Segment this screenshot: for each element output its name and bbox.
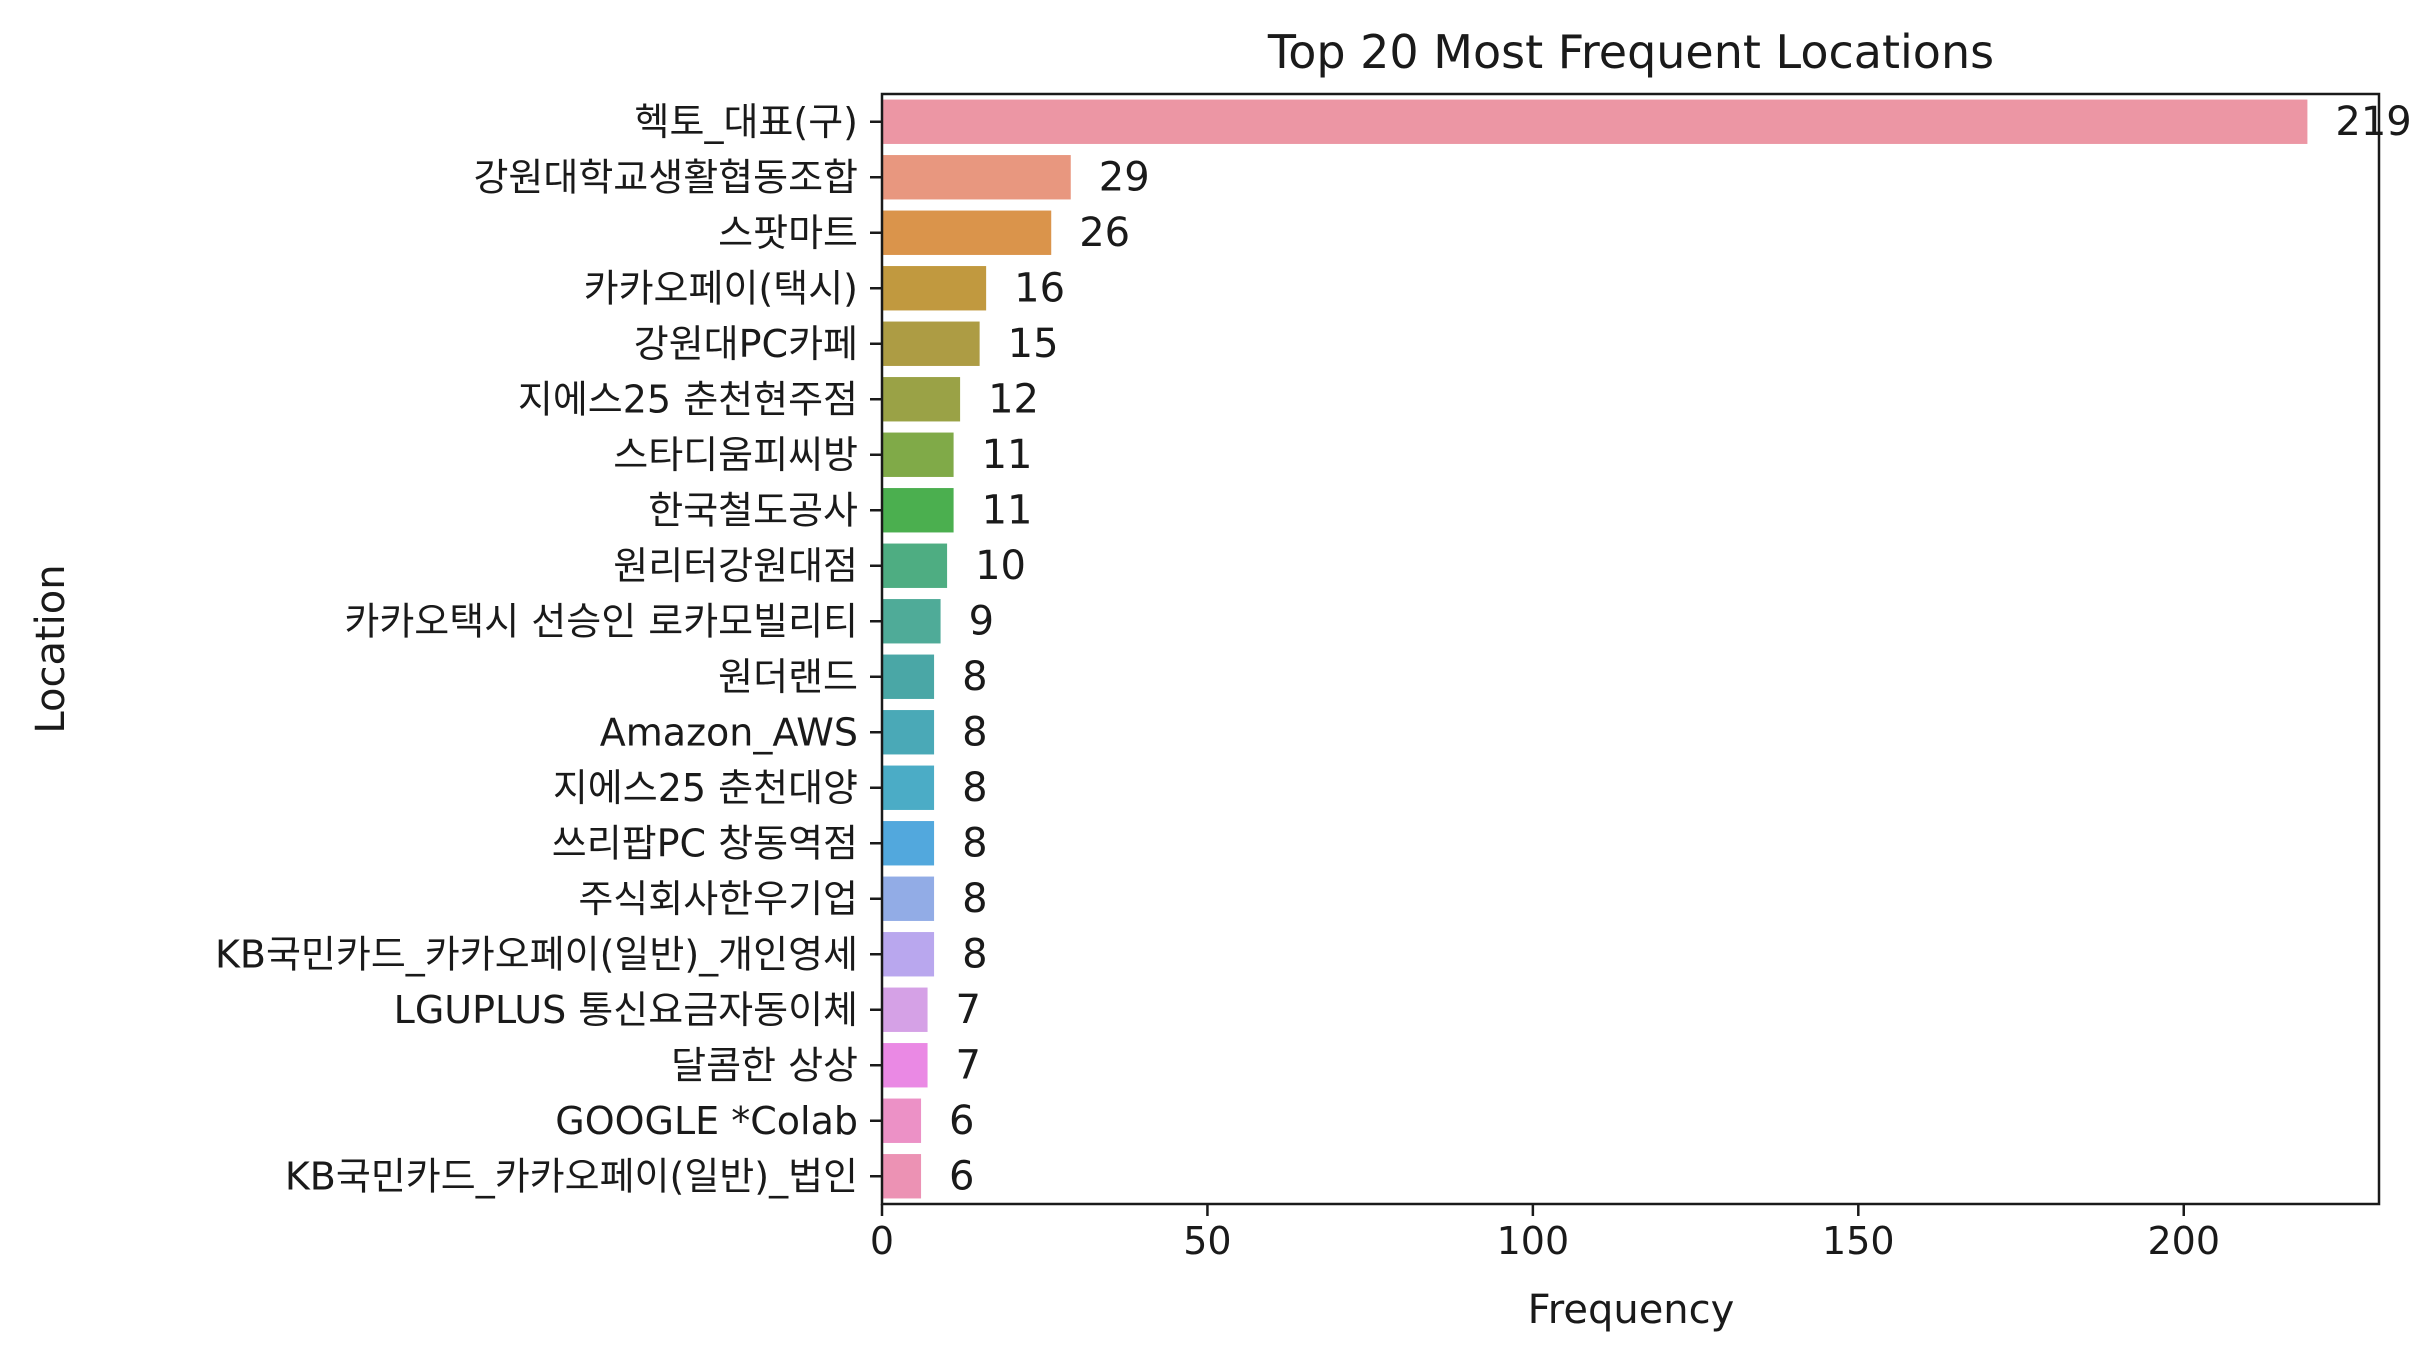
bar-value-label: 15: [1008, 321, 1059, 367]
bar-value-label: 9: [969, 598, 994, 644]
bar: [882, 543, 948, 588]
category-label: 주식회사한우기업: [578, 877, 858, 921]
category-label: 쓰리팝PC 창동역점: [552, 821, 858, 865]
bar: [882, 1043, 928, 1088]
category-label: 카카오페이(택시): [584, 266, 858, 310]
category-label: 헥토_대표(구): [635, 100, 858, 144]
category-label: GOOGLE *Colab: [555, 1099, 858, 1143]
bar-value-label: 26: [1079, 210, 1130, 256]
x-axis: 0 50 100 150 200: [870, 1204, 2220, 1263]
bar-value-label: 7: [956, 987, 981, 1033]
category-label: 강원대학교생활협동조합: [473, 155, 858, 199]
bar: [882, 321, 980, 366]
bar-value-label: 8: [962, 709, 987, 755]
bar: [882, 155, 1071, 200]
bar: [882, 987, 928, 1032]
category-label: 카카오택시 선승인 로카모빌리티: [344, 599, 858, 643]
x-tick-label: 0: [870, 1219, 894, 1263]
bar: [882, 821, 935, 866]
bar-value-label: 8: [962, 765, 987, 811]
bar: [882, 765, 935, 810]
x-tick-label: 200: [2147, 1219, 2220, 1263]
bar: [882, 488, 954, 533]
category-label: 지에스25 춘천대양: [553, 766, 858, 810]
bar: [882, 1098, 922, 1143]
bar-value-label: 8: [962, 820, 987, 866]
category-label: 원더랜드: [718, 655, 858, 699]
bar: [882, 210, 1052, 255]
x-tick-label: 150: [1822, 1219, 1895, 1263]
plot-frame: [880, 92, 2381, 1206]
category-label: 한국철도공사: [648, 488, 858, 532]
bar: [882, 599, 941, 644]
bar: [882, 377, 961, 422]
category-label: 스타디움피씨방: [613, 433, 858, 477]
bar: [882, 1154, 922, 1199]
bar-value-label: 11: [982, 432, 1033, 478]
value-labels-group: 219 29 26 16 15 12 11 11 10 9 8 8 8 8 8 8 7 7 6 6: [949, 99, 2412, 1200]
bar-value-label: 8: [962, 931, 987, 977]
y-axis-label: Location: [28, 564, 74, 733]
category-label: KB국민카드_카카오페이(일반)_개인영세: [215, 932, 858, 976]
x-tick-label: 50: [1183, 1219, 1231, 1263]
bar: [882, 876, 935, 921]
x-tick-label: 100: [1497, 1219, 1570, 1263]
bar-value-label: 8: [962, 876, 987, 922]
bars-group: [882, 99, 2308, 1199]
category-label: 지에스25 춘천현주점: [518, 377, 858, 421]
bar-value-label: 29: [1099, 154, 1150, 200]
bar-value-label: 6: [949, 1153, 974, 1199]
bar: [882, 432, 954, 477]
bar-value-label: 8: [962, 654, 987, 700]
bar-value-label: 6: [949, 1098, 974, 1144]
category-label: 스팟마트: [718, 211, 858, 255]
bar-value-label: 16: [1014, 265, 1065, 311]
bar-value-label: 7: [956, 1042, 981, 1088]
bar-value-label: 219: [2335, 99, 2411, 145]
bar: [882, 266, 987, 311]
category-label: 원리터강원대점: [613, 544, 858, 588]
category-label: 강원대PC카페: [634, 322, 858, 366]
bar-value-label: 12: [988, 376, 1039, 422]
bar: [882, 99, 2308, 144]
category-label: LGUPLUS 통신요금자동이체: [394, 988, 858, 1032]
chart-title: Top 20 Most Frequent Locations: [1267, 25, 1994, 79]
bar-value-label: 10: [975, 543, 1026, 589]
x-axis-label: Frequency: [1528, 1287, 1735, 1333]
bar-value-label: 11: [982, 487, 1033, 533]
bar: [882, 654, 935, 699]
category-label: 달콤한 상상: [671, 1043, 858, 1087]
bar: [882, 932, 935, 977]
category-label: Amazon_AWS: [600, 710, 858, 754]
category-label: KB국민카드_카카오페이(일반)_법인: [285, 1154, 858, 1198]
bar: [882, 710, 935, 755]
